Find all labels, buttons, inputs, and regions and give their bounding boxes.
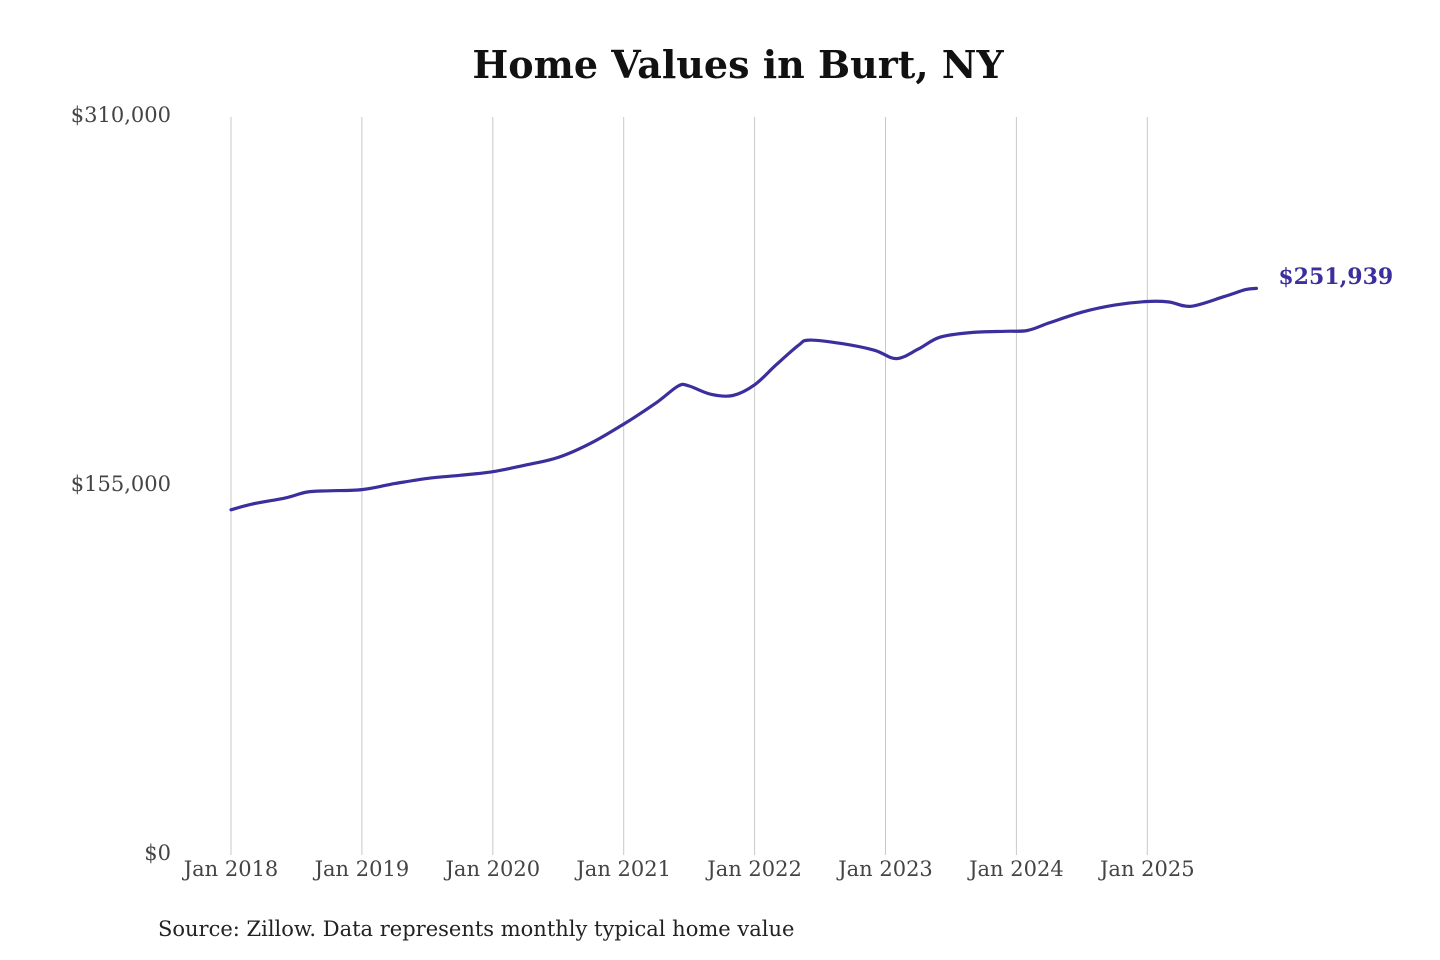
x-tick-label: Jan 2023: [838, 857, 933, 881]
end-value-label: $251,939: [1278, 264, 1394, 291]
x-tick-label: Jan 2025: [1100, 857, 1195, 881]
source-note: Source: Zillow. Data represents monthly …: [158, 917, 795, 941]
x-tick-label: Jan 2021: [576, 857, 671, 881]
series-line-0: [229, 286, 1258, 512]
x-tick-label: Jan 2022: [707, 857, 802, 881]
chart-title: Home Values in Burt, NY: [472, 42, 1004, 87]
y-tick-label: $310,000: [70, 103, 171, 127]
x-tick-label: Jan 2020: [445, 857, 541, 881]
x-tick-label: Jan 2024: [969, 857, 1064, 881]
y-tick-label: $155,000: [70, 472, 171, 496]
y-tick-label: $0: [144, 841, 171, 865]
x-tick-label: Jan 2019: [314, 857, 410, 881]
x-tick-label: Jan 2018: [183, 857, 279, 881]
